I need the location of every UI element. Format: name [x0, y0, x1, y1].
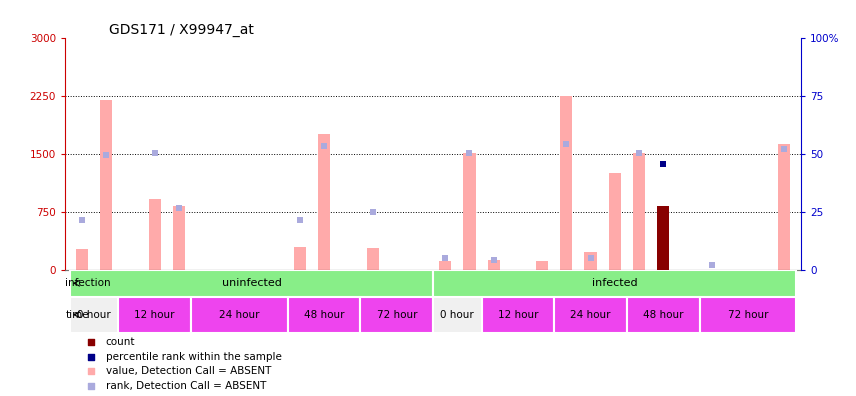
Text: uninfected: uninfected: [222, 278, 282, 288]
Text: 0 hour: 0 hour: [441, 310, 474, 320]
Point: [657, 161, 670, 167]
Bar: [70, 270, 433, 297]
Text: infection: infection: [65, 278, 111, 288]
Bar: [778, 145, 790, 270]
Bar: [633, 153, 645, 270]
Bar: [294, 247, 306, 270]
Text: 48 hour: 48 hour: [643, 310, 683, 320]
Text: 48 hour: 48 hour: [304, 310, 344, 320]
Point: [777, 146, 791, 152]
Bar: [699, 297, 796, 333]
Bar: [173, 206, 185, 270]
Bar: [439, 261, 451, 270]
Point: [632, 150, 645, 156]
Text: 72 hour: 72 hour: [377, 310, 417, 320]
Point: [584, 255, 597, 261]
Text: 24 hour: 24 hour: [570, 310, 611, 320]
Point: [704, 262, 718, 268]
Bar: [536, 261, 548, 270]
Bar: [609, 173, 621, 270]
Bar: [554, 297, 627, 333]
Text: value, Detection Call = ABSENT: value, Detection Call = ABSENT: [105, 366, 270, 376]
Point: [172, 205, 186, 211]
Text: GDS171 / X99947_at: GDS171 / X99947_at: [110, 23, 254, 36]
Text: 12 hour: 12 hour: [497, 310, 538, 320]
Point: [487, 257, 501, 263]
Bar: [488, 260, 500, 270]
Bar: [482, 297, 554, 333]
Bar: [585, 252, 597, 270]
Bar: [463, 153, 476, 270]
Bar: [70, 297, 118, 333]
Bar: [433, 270, 796, 297]
Text: rank, Detection Call = ABSENT: rank, Detection Call = ABSENT: [105, 381, 266, 390]
Bar: [318, 134, 330, 270]
Point: [366, 209, 379, 215]
Bar: [366, 248, 378, 270]
Point: [293, 217, 306, 223]
Point: [462, 150, 476, 156]
Point: [661, 90, 675, 97]
Text: count: count: [105, 337, 135, 347]
Bar: [433, 297, 482, 333]
Point: [661, 221, 675, 227]
Bar: [657, 206, 669, 270]
Text: time: time: [65, 310, 89, 320]
Point: [318, 143, 331, 149]
Text: percentile rank within the sample: percentile rank within the sample: [105, 352, 282, 362]
Bar: [288, 297, 360, 333]
Point: [438, 255, 452, 261]
Point: [560, 141, 574, 147]
Text: 12 hour: 12 hour: [134, 310, 175, 320]
Bar: [118, 297, 191, 333]
Bar: [561, 97, 573, 270]
Bar: [76, 249, 88, 270]
Bar: [100, 100, 112, 270]
Bar: [360, 297, 433, 333]
Point: [75, 217, 89, 223]
Bar: [149, 199, 161, 270]
Point: [148, 150, 162, 156]
Text: 0 hour: 0 hour: [77, 310, 111, 320]
Text: 72 hour: 72 hour: [728, 310, 768, 320]
Bar: [657, 206, 669, 270]
Text: infected: infected: [592, 278, 638, 288]
Text: 24 hour: 24 hour: [219, 310, 259, 320]
Point: [661, 352, 675, 358]
Point: [99, 152, 113, 158]
Bar: [191, 297, 288, 333]
Bar: [627, 297, 699, 333]
